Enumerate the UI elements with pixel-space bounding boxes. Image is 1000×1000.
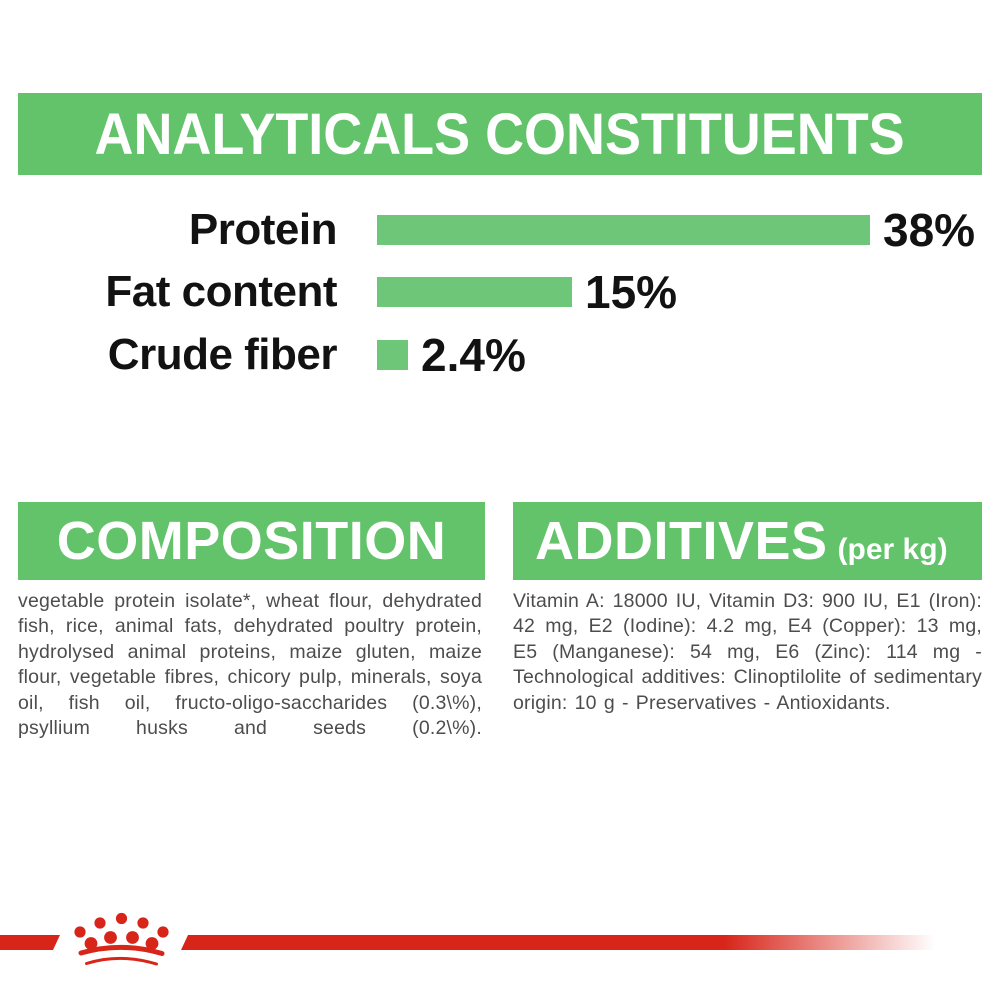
bar-protein [377, 215, 870, 245]
bar-value-fat-content: 15% [585, 266, 678, 318]
additives-body: Vitamin A: 18000 IU, Vitamin D3: 900 IU,… [513, 590, 982, 714]
footer-divider-left [0, 935, 60, 950]
composition-title: COMPOSITION [56, 511, 447, 571]
bar-label-crude-fiber: Crude fiber [107, 330, 338, 379]
bar-label-fat-content: Fat content [105, 267, 337, 316]
bar-value-protein: 38% [883, 204, 976, 256]
crown-dots [74, 912, 169, 950]
analytical-constituents-chart: Protein 38% Fat content 15% Crude fiber … [0, 0, 1000, 400]
composition-body: vegetable protein isolate*, wheat flour,… [18, 590, 482, 740]
royal-canin-crown-logo-icon [74, 912, 169, 966]
analytical-constituents-title: ANALYTICALS CONSTITUENTS [94, 101, 906, 167]
additives-banner: ADDITIVES (per kg) [513, 502, 982, 580]
additives-title-line: ADDITIVES (per kg) [535, 510, 948, 572]
bar-value-crude-fiber: 2.4% [421, 329, 526, 381]
analytical-constituents-banner: ANALYTICALS CONSTITUENTS [18, 93, 982, 175]
bar-fat-content [377, 277, 572, 307]
bar-crude-fiber [377, 340, 408, 370]
additives-per-kg-label: (per kg) [837, 533, 948, 566]
bar-label-protein: Protein [188, 205, 338, 254]
chart-row-fat-content: Fat content 15% [0, 266, 678, 318]
chart-row-crude-fiber: Crude fiber 2.4% [0, 329, 526, 381]
chart-row-protein: Protein 38% [0, 204, 976, 256]
composition-banner: COMPOSITION [18, 502, 485, 580]
additives-title: ADDITIVES [535, 511, 828, 571]
crown-arcs [78, 944, 165, 966]
footer-divider-right [181, 935, 935, 950]
